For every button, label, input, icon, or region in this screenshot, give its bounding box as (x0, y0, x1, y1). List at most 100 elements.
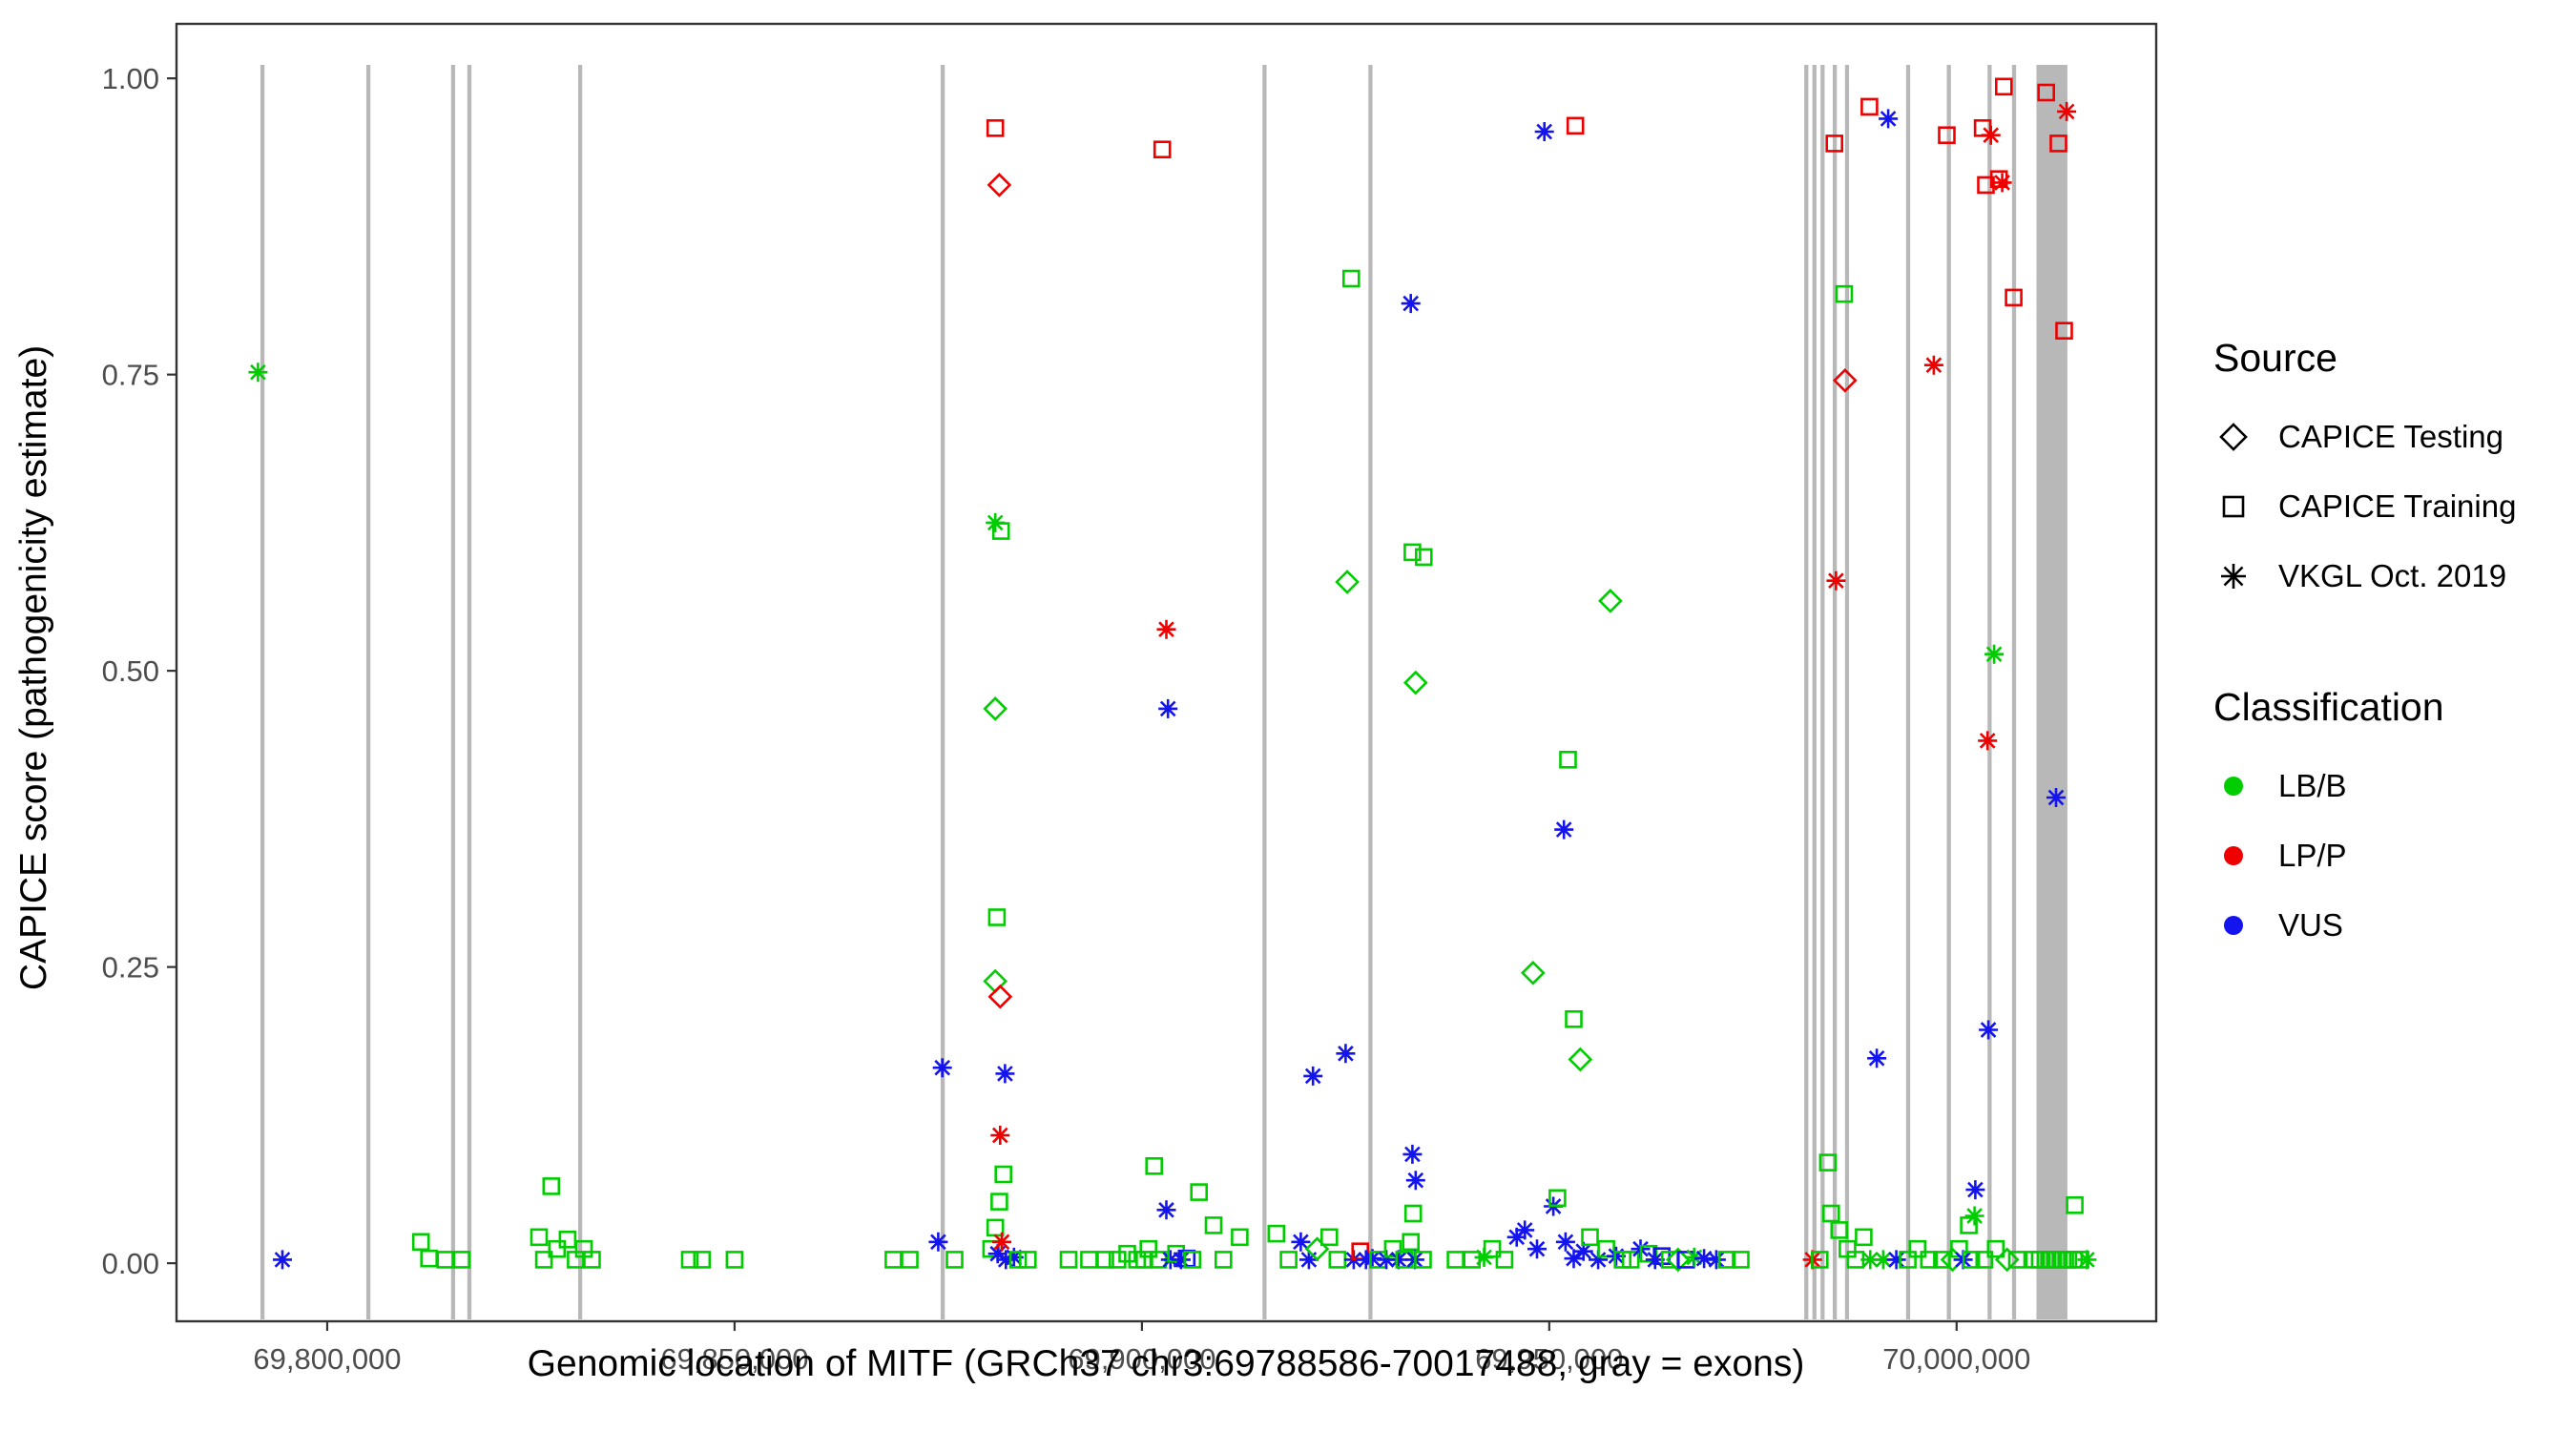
data-point (1336, 1044, 1356, 1064)
data-point (1139, 1239, 1157, 1258)
legend: Source CAPICE Testing CAPICE Training VK… (2213, 336, 2568, 960)
square-icon (2222, 495, 2245, 517)
legend-classification-title: Classification (2213, 685, 2444, 729)
data-point (1231, 1228, 1249, 1247)
data-point (1826, 570, 1846, 591)
legend-item-label: VUS (2278, 906, 2343, 943)
data-point (1342, 269, 1361, 288)
data-point (1402, 670, 1428, 695)
data-point (1320, 1228, 1339, 1247)
data-point (1873, 1250, 1893, 1270)
data-point (1589, 1250, 1609, 1270)
data-point (1732, 1251, 1750, 1269)
x-axis-title: Genomic location of MITF (GRCh37 chr3:69… (527, 1343, 1805, 1384)
data-point (534, 1251, 553, 1269)
data-point (1402, 1144, 1423, 1164)
data-point (1267, 1224, 1286, 1243)
data-point (1860, 1250, 1880, 1270)
data-point (248, 363, 268, 383)
data-point (1568, 1047, 1593, 1072)
data-point (1401, 294, 1421, 314)
exon-band (1905, 65, 1911, 1319)
data-point (1818, 1153, 1838, 1172)
data-point (1520, 960, 1546, 985)
data-point (987, 173, 1012, 197)
data-point (273, 1250, 292, 1270)
y-tick-label: 0.25 (102, 951, 159, 985)
data-point (1598, 589, 1623, 613)
data-point (1190, 1183, 1208, 1201)
exon-band (1946, 65, 1951, 1319)
legend-item-capice-testing: CAPICE Testing (2213, 402, 2568, 471)
data-point (1920, 1251, 1939, 1269)
data-point (1109, 1251, 1127, 1269)
data-point (2055, 321, 2073, 341)
data-point (1694, 1249, 1714, 1269)
data-point (1995, 77, 2013, 96)
data-point (2046, 788, 2066, 807)
data-point (1171, 1250, 1191, 1270)
data-point (1019, 1251, 1037, 1269)
legend-item-label: LB/B (2278, 767, 2347, 803)
data-point (990, 1126, 1010, 1145)
data-point (1483, 1239, 1502, 1258)
data-point (1566, 116, 1585, 135)
data-point (1981, 125, 2001, 145)
data-point (945, 1251, 964, 1269)
legend-item-label: CAPICE Training (2278, 487, 2517, 524)
data-point (1402, 1233, 1420, 1252)
data-point (2066, 1196, 2084, 1214)
y-tick-label: 1.00 (102, 62, 159, 95)
data-point (1555, 1232, 1575, 1252)
legend-item-lbb: LB/B (2213, 751, 2568, 820)
data-point (1977, 176, 1995, 195)
data-point (1621, 1251, 1640, 1269)
data-point (1933, 1251, 1951, 1269)
exon-band (2011, 65, 2017, 1319)
data-point (987, 908, 1007, 926)
data-point (1581, 1228, 1599, 1247)
data-point (1879, 109, 1899, 129)
data-point (1832, 367, 1858, 393)
data-point (1835, 284, 1854, 303)
vus-color-dot (2224, 915, 2243, 935)
data-point (2077, 1250, 2097, 1270)
exon-band (1262, 65, 1267, 1319)
data-point (1908, 1239, 1927, 1258)
data-point (1527, 1239, 1547, 1259)
data-point (986, 119, 1005, 137)
data-point (2037, 83, 2055, 102)
data-point (725, 1251, 744, 1269)
legend-item-vkgl: VKGL Oct. 2019 (2213, 541, 2568, 611)
exon-band (450, 65, 456, 1319)
data-point (1855, 1228, 1873, 1247)
data-point (987, 984, 1013, 1009)
legend-item-lpp: LP/P (2213, 820, 2568, 890)
exon-band (577, 65, 583, 1319)
data-point (452, 1251, 471, 1269)
data-point (1965, 1180, 1985, 1200)
data-point (1183, 1251, 1202, 1269)
data-point (548, 1239, 567, 1258)
exon-band (1812, 65, 1817, 1319)
data-point (1960, 1216, 1978, 1234)
data-point (1004, 1247, 1024, 1267)
data-point (992, 1232, 1011, 1252)
data-point (1565, 1010, 1583, 1028)
data-point (530, 1228, 549, 1247)
data-point (1335, 570, 1360, 594)
data-point (1867, 1048, 1887, 1068)
lbb-color-dot (2224, 776, 2243, 796)
data-point (1160, 1250, 1180, 1270)
data-point (1096, 1251, 1114, 1269)
data-point (1979, 1020, 1999, 1040)
data-point (1008, 1251, 1028, 1269)
data-point (1118, 1244, 1136, 1263)
data-point (1573, 1241, 1593, 1261)
data-point (1405, 1171, 1425, 1191)
legend-item-label: CAPICE Testing (2278, 418, 2503, 454)
data-point (1992, 173, 2012, 193)
panel-border (175, 22, 2158, 1323)
data-point (987, 1244, 1008, 1264)
